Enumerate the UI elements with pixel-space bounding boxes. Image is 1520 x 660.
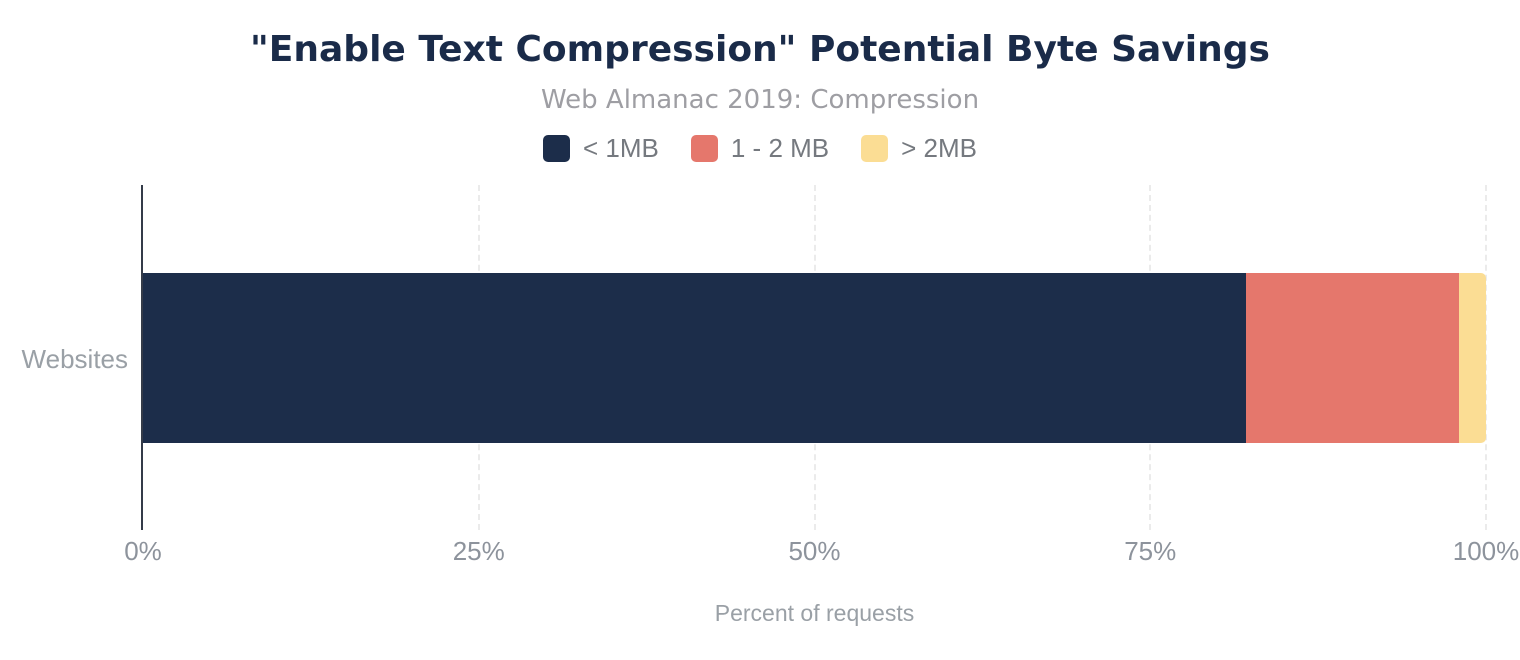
- x-tick-label: 0%: [124, 536, 162, 566]
- stacked-bar: [143, 273, 1486, 443]
- bar-segment: [1245, 273, 1460, 443]
- x-tick-label: 50%: [788, 536, 841, 566]
- x-axis-ticks: 0% 25% 50% 75% 100%: [124, 536, 1519, 566]
- legend-label: < 1MB: [583, 132, 659, 163]
- plot-area: 0% 25% 50% 75% 100%: [124, 185, 1519, 566]
- legend-item: > 2MB: [861, 132, 977, 163]
- x-tick-label: 100%: [1452, 536, 1520, 566]
- x-tick-label: 75%: [1124, 536, 1177, 566]
- legend-label: > 2MB: [901, 132, 977, 163]
- y-axis-line: [141, 185, 143, 530]
- gridline: [1485, 185, 1487, 530]
- chart-legend: < 1MB 1 - 2 MB > 2MB: [0, 133, 1520, 163]
- legend-swatch-icon: [543, 134, 570, 162]
- legend-swatch-icon: [690, 134, 718, 162]
- bar-segment: [143, 273, 1246, 443]
- chart-title: "Enable Text Compression" Potential Byte…: [250, 29, 1270, 70]
- x-tick-label: 25%: [452, 536, 505, 566]
- x-axis-title: Percent of requests: [714, 600, 915, 626]
- legend-swatch-icon: [861, 134, 889, 162]
- legend-label: 1 - 2 MB: [730, 132, 830, 163]
- y-category-label: Websites: [21, 344, 128, 374]
- legend-item: < 1MB: [543, 132, 659, 163]
- bar-segment: [1459, 273, 1486, 443]
- legend-item: 1 - 2 MB: [690, 132, 830, 163]
- chart-subtitle: Web Almanac 2019: Compression: [540, 85, 980, 115]
